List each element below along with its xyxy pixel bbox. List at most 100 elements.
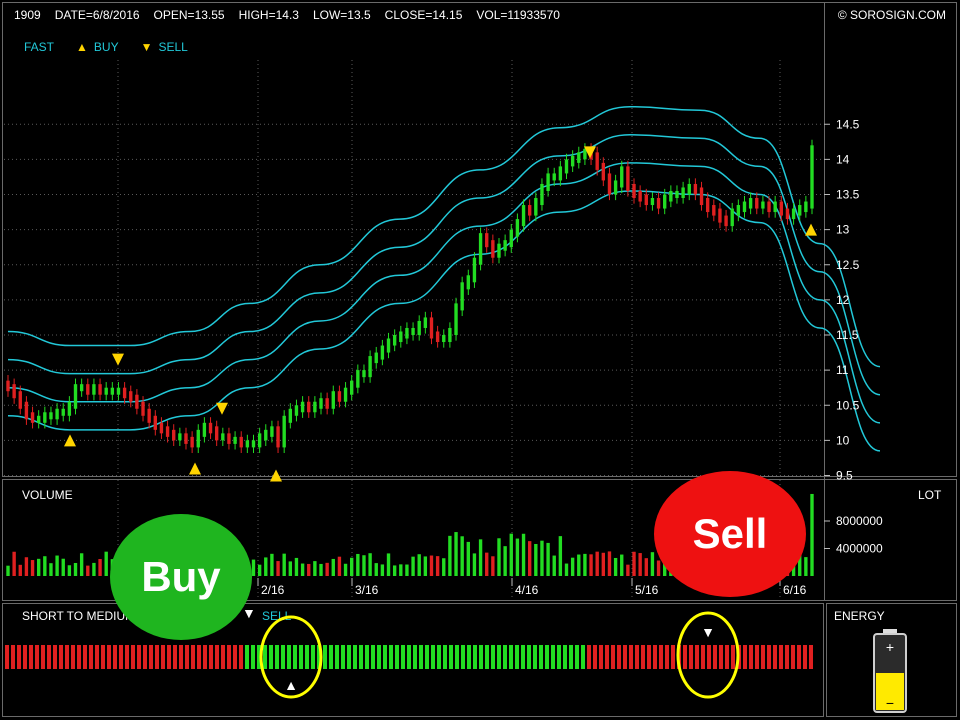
volume-bar [92, 562, 96, 576]
candle [214, 426, 219, 441]
volume-bar [595, 551, 599, 576]
indicator-bar [491, 645, 495, 669]
candle [527, 205, 532, 216]
sell-highlight-circle [676, 611, 740, 699]
volume-bar [36, 558, 41, 576]
indicator-bar [539, 645, 543, 669]
volume-bar [294, 557, 299, 576]
candle [172, 429, 176, 441]
indicator-bar [341, 645, 345, 669]
candle [546, 173, 550, 191]
volume-bar [49, 563, 53, 576]
candle [270, 426, 274, 437]
volume-bar [356, 553, 360, 576]
volume-bar [442, 558, 446, 576]
indicator-bar [779, 645, 783, 669]
indicator-bar [785, 645, 789, 669]
indicator-bar [695, 645, 699, 669]
candle [202, 422, 207, 437]
indicator-bar [323, 645, 327, 669]
candle [257, 433, 262, 448]
candle [221, 433, 225, 441]
candle [184, 433, 188, 444]
volume-bar [319, 563, 323, 576]
candle [251, 440, 256, 448]
battery-plus-icon: + [886, 639, 894, 655]
indicator-bar [77, 645, 81, 669]
indicator-buy-arrow-icon: ▲ [284, 677, 298, 693]
volume-bar [485, 552, 489, 576]
sell-signal-marker [584, 146, 596, 159]
indicator-bar [293, 645, 297, 669]
indicator-bar [437, 645, 441, 669]
indicator-bar [719, 645, 723, 669]
x-tick-label: 3/16 [355, 583, 379, 597]
indicator-bar [389, 645, 393, 669]
indicator-bar [353, 645, 357, 669]
volume-bar [423, 556, 428, 576]
candle [30, 412, 35, 423]
candle [755, 198, 759, 209]
candle [804, 201, 808, 213]
candle [36, 415, 41, 423]
candle [687, 183, 691, 195]
candle [18, 391, 22, 409]
volume-bar [257, 564, 262, 576]
open: OPEN=13.55 [153, 8, 225, 22]
indicator-bar [479, 645, 483, 669]
y-tick-label: 9.5 [836, 469, 853, 483]
indicator-bar [17, 645, 21, 669]
volume-bar [521, 533, 526, 576]
candle [791, 208, 796, 220]
candle [227, 433, 231, 444]
indicator-sell-arrow-icon: ▼ [701, 624, 715, 640]
volume-bar [478, 539, 483, 576]
indicator-bar [155, 645, 159, 669]
candle [233, 436, 237, 444]
bands [7, 105, 881, 452]
indicator-bar [593, 645, 597, 669]
volume-bar [386, 553, 391, 576]
volume-bar [534, 543, 538, 576]
volume-bar [810, 493, 814, 576]
buy-signal-marker [189, 462, 201, 475]
volume-bar [270, 553, 274, 576]
indicator-bar [89, 645, 93, 669]
indicator-bar [461, 645, 465, 669]
indicator-bar [143, 645, 147, 669]
candle [564, 159, 569, 174]
candle [681, 187, 685, 199]
candle [141, 401, 145, 416]
indicator-panel [2, 603, 824, 717]
indicator-bar [83, 645, 87, 669]
candle [12, 384, 16, 399]
indicator-bar [245, 645, 249, 669]
candle [577, 152, 581, 163]
indicator-bar [473, 645, 477, 669]
candle [49, 412, 53, 420]
indicator-bar [641, 645, 645, 669]
indicator-bar [185, 645, 189, 669]
candle [405, 327, 409, 339]
indicator-bar [629, 645, 633, 669]
y-tick-label: 10.5 [836, 398, 860, 412]
volume-bar [343, 563, 348, 576]
candle [67, 401, 72, 416]
indicator-bar [527, 645, 531, 669]
band-band_mid_upper [7, 134, 881, 396]
indicator-bar [383, 645, 387, 669]
candle [552, 173, 556, 181]
candle [24, 401, 29, 420]
candle [663, 194, 667, 209]
volume-bar [577, 554, 581, 576]
volume-bar [392, 565, 397, 576]
x-axis: 2/16 3/16 4/16 5/16 6/16 [257, 578, 807, 597]
candle [153, 415, 157, 430]
candle [294, 405, 299, 416]
x-tick-label: 2/16 [261, 583, 285, 597]
candle [362, 370, 366, 378]
indicator-bar [533, 645, 537, 669]
candle [380, 345, 385, 360]
indicator-bar [761, 645, 765, 669]
legend: FAST ▲ BUY ▼ SELL [24, 40, 188, 54]
